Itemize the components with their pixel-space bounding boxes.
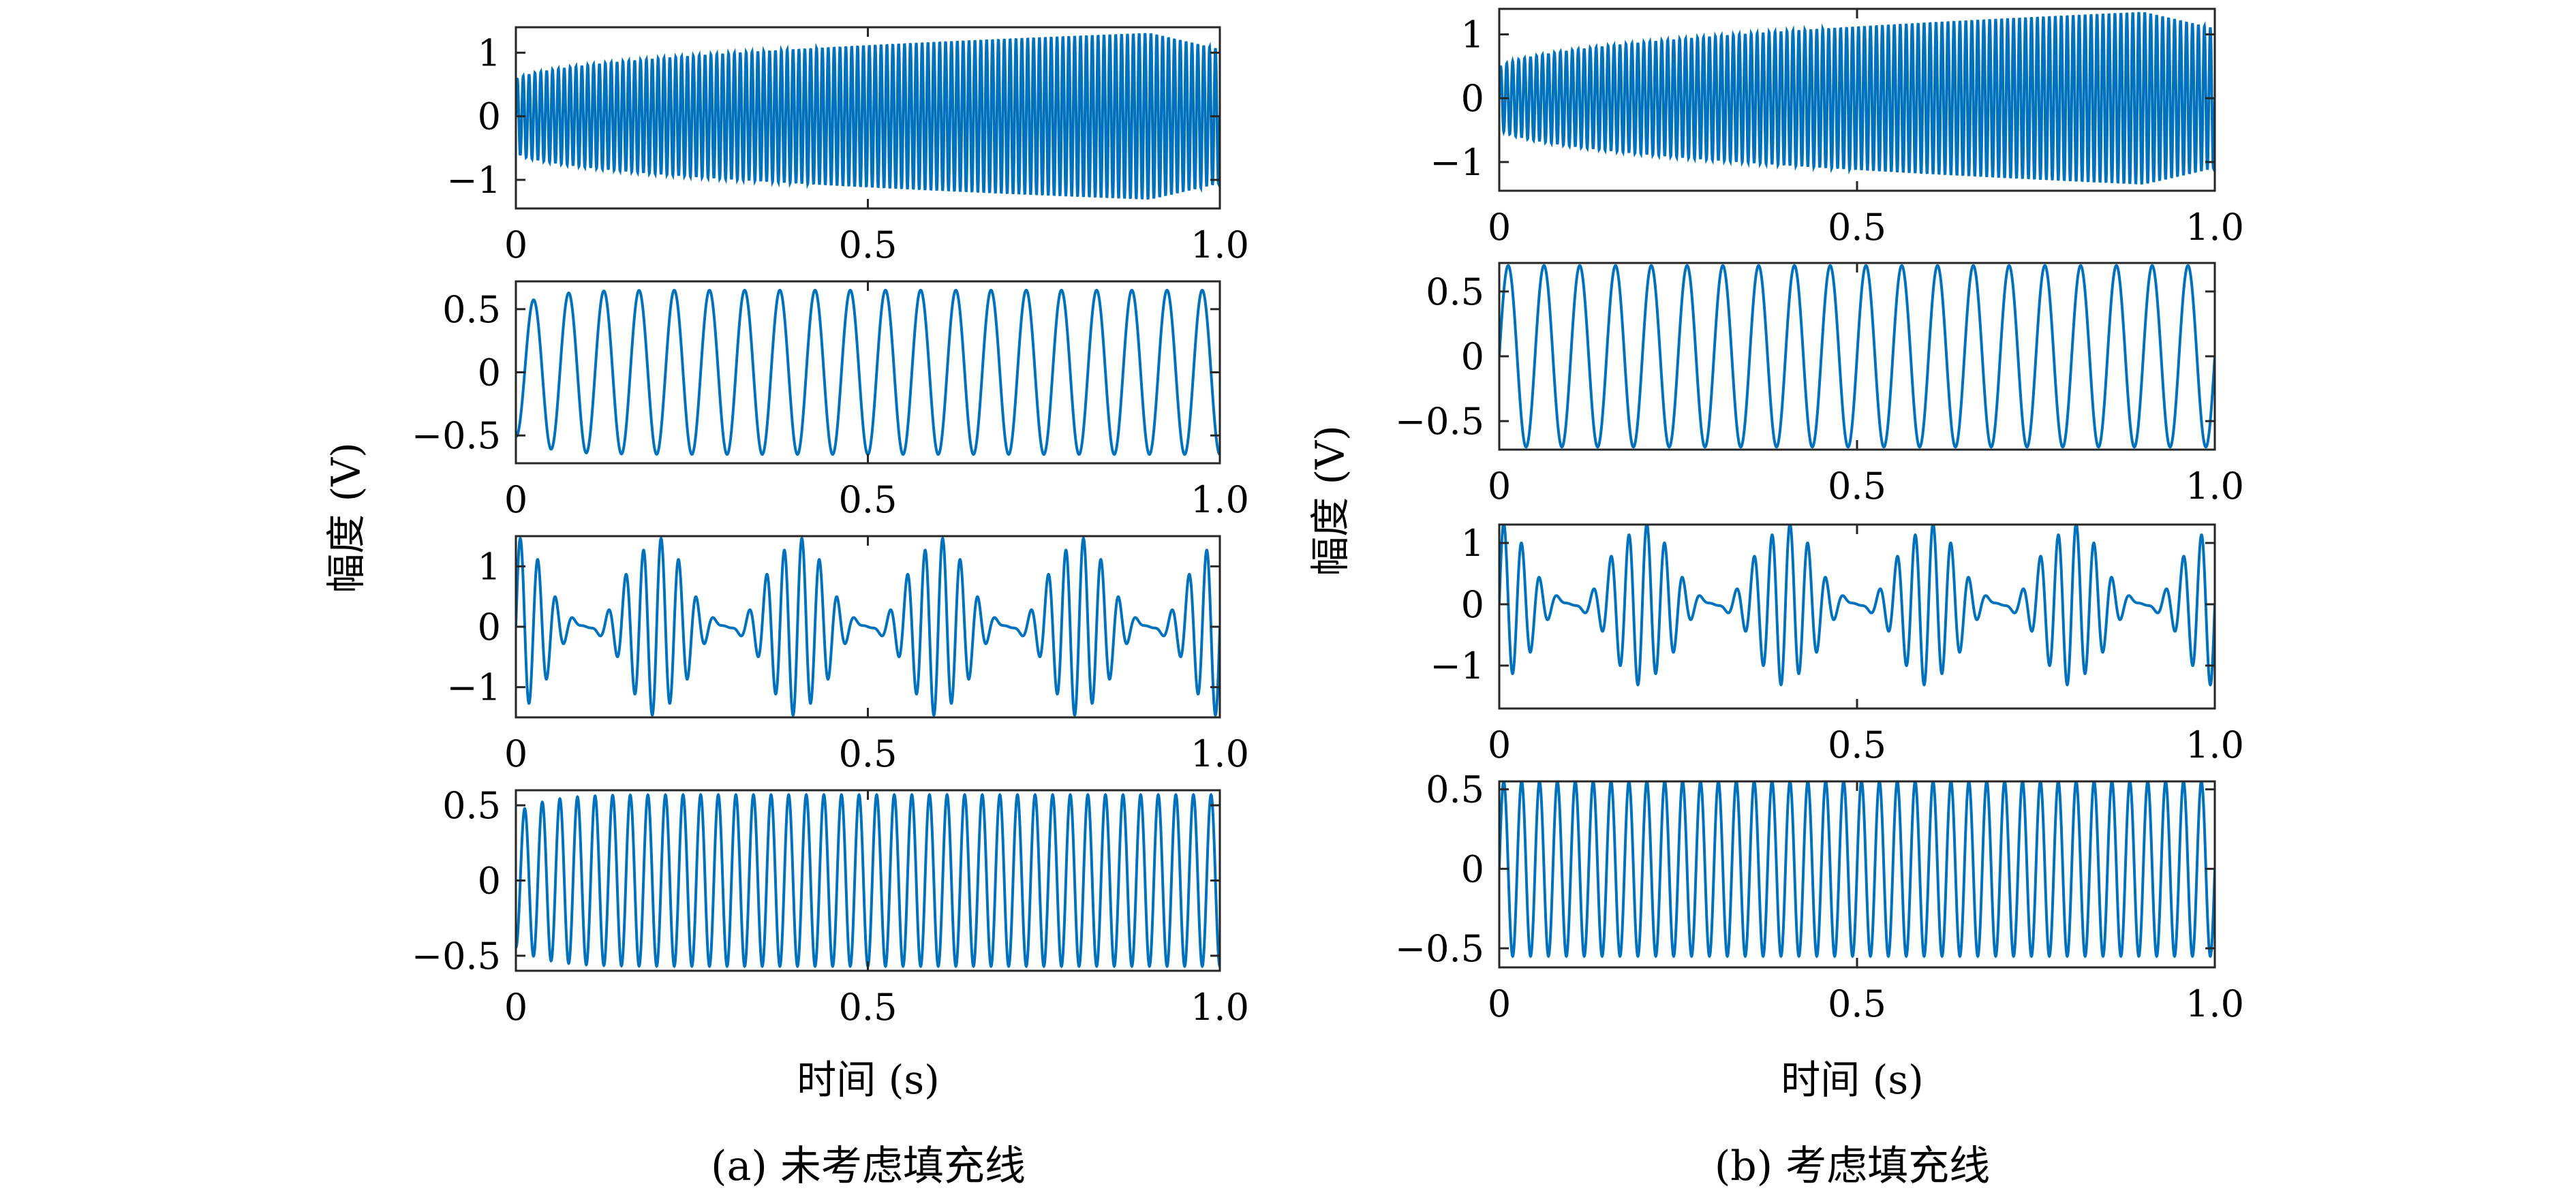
- panel-b-subplot-3-xtick-label: 1.0: [2186, 723, 2244, 766]
- panel-b-subplot-2-xtick-label: 1.0: [2186, 465, 2244, 508]
- panel-a-subplot-1-xtick-label: 0: [504, 223, 527, 266]
- panel-a-subplot-1-series-line: [516, 33, 1220, 200]
- panel-a-subplot-2-ytick-label: 0: [478, 352, 501, 394]
- panel-a-subplot-3-ytick-label: 0: [478, 606, 501, 649]
- panel-b-caption: (b) 考虑填充线: [1715, 1142, 1990, 1190]
- panel-a-subplot-2-xtick-label: 0: [504, 478, 527, 521]
- panel-a-subplot-4-ytick-label: 0.5: [442, 784, 501, 827]
- panel-a-subplot-2-series-line: [516, 288, 1220, 456]
- panel-b-subplot-1-ytick-label: −1: [1430, 141, 1484, 184]
- panel-a-subplot-3-ytick-label: −1: [446, 666, 501, 709]
- panel-a-subplot-2-xtick-label: 1.0: [1191, 478, 1249, 521]
- panel-b-subplot-3-series-line: [1499, 525, 2215, 687]
- panel-a-subplot-1-xtick-label: 0.5: [839, 223, 898, 266]
- panel-a-subplot-1-ytick-label: 0: [478, 95, 501, 138]
- panel-a-caption: (a) 未考虑填充线: [711, 1142, 1026, 1190]
- panel-a-subplot-4-xtick-label: 0: [504, 986, 527, 1029]
- panel-b-subplot-2-series-line: [1499, 264, 2215, 449]
- panel-b-subplot-1-series-line: [1499, 12, 2215, 185]
- panel-a-subplot-3-ytick-label: 1: [478, 545, 501, 588]
- panel-a-subplot-2-xtick-label: 0.5: [839, 478, 898, 521]
- panel-b-subplot-3-ytick-label: 0: [1461, 583, 1484, 626]
- panel-b-subplot-2: 0 0.5 1.00.50−0.5: [1395, 262, 2244, 508]
- panel-a-subplot-2: 0 0.5 1.00.50−0.5: [412, 280, 1249, 521]
- panel-b-subplot-2-ytick-label: −0.5: [1395, 400, 1484, 443]
- panel-a-subplot-3-xtick-label: 0.5: [839, 732, 898, 775]
- panel-b-ylabel: 幅度 (V): [1307, 425, 1353, 576]
- panel-a-ylabel: 幅度 (V): [323, 442, 369, 593]
- panel-b-subplot-2-xtick-label: 0.5: [1828, 465, 1886, 508]
- panel-a-subplot-4-axes-frame: [515, 789, 1221, 972]
- panel-a-subplot-4-xtick-label: 0.5: [839, 986, 898, 1029]
- panel-b-subplot-2-ytick-label: 0.5: [1426, 270, 1484, 313]
- panel-b-subplot-1-xtick-label: 0.5: [1828, 206, 1886, 249]
- panel-a-subplot-1: 0 0.5 1.010−1: [446, 26, 1249, 266]
- panel-b-subplot-3-xtick-label: 0.5: [1828, 723, 1886, 766]
- panel-a-xlabel: 时间 (s): [797, 1057, 939, 1103]
- panel-a-subplot-3-xtick-label: 1.0: [1191, 732, 1249, 775]
- panel-a-subplot-4: 0 0.5 1.00.50−0.5: [412, 784, 1249, 1029]
- panel-a-subplot-2-ytick-label: −0.5: [412, 414, 501, 457]
- panel-b-subplot-1-ytick-label: 0: [1461, 77, 1484, 120]
- panel-b-subplot-2-xtick-label: 0: [1488, 465, 1511, 508]
- panel-b-subplot-1: 0 0.5 1.010−1: [1430, 7, 2244, 249]
- panel-a-subplot-4-series-line: [516, 792, 1220, 969]
- panel-b-subplot-4-xtick-label: 1.0: [2186, 982, 2244, 1025]
- panel-b-subplot-4-ytick-label: 0.5: [1426, 768, 1484, 811]
- panel-a-subplot-2-ytick-label: 0.5: [442, 288, 501, 331]
- panel-b-xlabel: 时间 (s): [1781, 1057, 1923, 1103]
- panel-b-subplot-3: 0 0.5 1.010−1: [1430, 522, 2244, 766]
- panel-a-subplot-4-ytick-label: −0.5: [412, 935, 501, 978]
- panel-b-subplot-2-ytick-label: 0: [1461, 335, 1484, 378]
- panel-b-subplot-1-xtick-label: 1.0: [2186, 206, 2244, 249]
- panel-b-subplot-4-ytick-label: −0.5: [1395, 927, 1484, 970]
- panel-a-subplot-4-ytick-label: 0: [478, 860, 501, 903]
- panel-a-subplot-1-ytick-label: 1: [478, 31, 501, 74]
- panel-b-subplot-4-series-line: [1499, 781, 2215, 959]
- panel-b-subplot-3-ytick-label: 1: [1461, 522, 1484, 565]
- panel-b-subplot-3-ytick-label: −1: [1430, 644, 1484, 687]
- panel-b-subplot-4-xtick-label: 0: [1488, 982, 1511, 1025]
- panel-a-subplot-3-xtick-label: 0: [504, 732, 527, 775]
- panel-b-subplot-1-xtick-label: 0: [1488, 206, 1511, 249]
- panel-a-subplot-1-ytick-label: −1: [446, 159, 501, 202]
- panel-b-subplot-4-ytick-label: 0: [1461, 847, 1484, 890]
- panel-a-subplot-3: 0 0.5 1.010−1: [446, 535, 1249, 775]
- panel-a-subplot-3-series-line: [516, 536, 1220, 717]
- panel-b-subplot-3-xtick-label: 0: [1488, 723, 1511, 766]
- panel-b-subplot-1-ytick-label: 1: [1461, 13, 1484, 56]
- subplots-layer: 0 0.5 1.010−10 0.5 1.00.50−0.50 0.5 1.010−10 0.…: [412, 7, 2244, 1029]
- panel-b-subplot-4: 0 0.5 1.00.50−0.5: [1395, 768, 2244, 1025]
- panel-a-subplot-1-xtick-label: 1.0: [1191, 223, 1249, 266]
- panel-b-subplot-4-xtick-label: 0.5: [1828, 982, 1886, 1025]
- panel-a-subplot-4-xtick-label: 1.0: [1191, 986, 1249, 1029]
- panel-a-subplot-2-axes-frame: [515, 280, 1221, 465]
